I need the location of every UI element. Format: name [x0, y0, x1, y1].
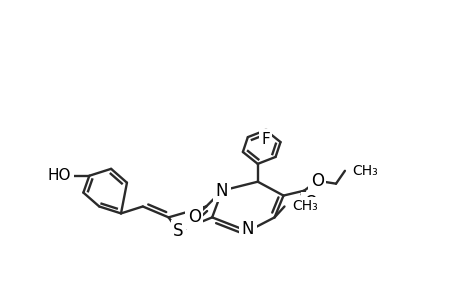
Text: HO: HO	[48, 168, 71, 183]
Text: O: O	[303, 194, 316, 212]
Text: O: O	[310, 172, 323, 190]
Text: CH₃: CH₃	[292, 200, 318, 214]
Text: F: F	[261, 132, 269, 147]
Text: N: N	[215, 182, 228, 200]
Text: CH₃: CH₃	[351, 164, 377, 178]
Text: S: S	[173, 222, 183, 240]
Text: O: O	[187, 208, 201, 226]
Text: N: N	[241, 220, 253, 238]
